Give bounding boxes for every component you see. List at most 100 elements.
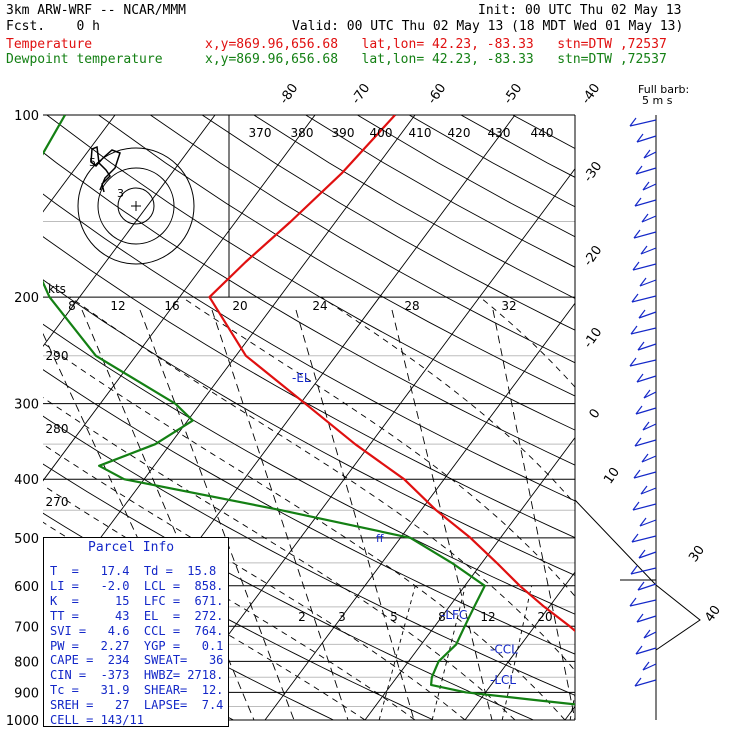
wind-barb-flag bbox=[632, 501, 640, 511]
dewpoint-legend: Dewpoint temperature bbox=[6, 52, 163, 67]
wind-barb-flag bbox=[642, 181, 650, 191]
isotherm-line bbox=[43, 115, 316, 482]
hodo-speed-unit: kts bbox=[48, 282, 66, 296]
wind-barb bbox=[637, 583, 657, 591]
dry-adiabat bbox=[46, 115, 575, 431]
valid-time: Valid: 00 UTC Thu 02 May 13 (18 MDT Wed … bbox=[292, 19, 684, 34]
wind-barb-flag bbox=[633, 229, 641, 239]
wind-barb-flag bbox=[637, 581, 645, 591]
wind-barb-flag bbox=[636, 373, 644, 383]
wind-barb-flag bbox=[635, 645, 643, 655]
temperature-profile bbox=[208, 115, 575, 633]
wind-barb bbox=[630, 327, 657, 335]
pressure-label: 1000 bbox=[6, 714, 39, 729]
mixing-ratio-line bbox=[378, 585, 416, 720]
parcel-info-row: LI = -2.0 LCL = 858. bbox=[50, 578, 224, 593]
isotherm-line bbox=[464, 571, 575, 720]
isotherm-label: 0 bbox=[587, 406, 604, 421]
wind-barb-flag bbox=[643, 389, 651, 399]
isotherm-line bbox=[164, 168, 575, 720]
wind-barb bbox=[630, 567, 657, 575]
right-panel bbox=[574, 115, 701, 720]
hodo-speed-line bbox=[295, 309, 415, 720]
theta-label: 380 bbox=[291, 126, 314, 140]
wind-barb-flag bbox=[633, 469, 641, 479]
isotherm-label: -40 bbox=[579, 81, 603, 107]
dry-adiabat bbox=[43, 369, 575, 655]
wind-barb bbox=[640, 487, 657, 495]
level-marker: -CCL bbox=[490, 642, 518, 656]
wind-barb bbox=[634, 199, 657, 207]
wind-barb bbox=[629, 119, 657, 127]
parcel-info-row: T = 17.4 Td = 15.8 bbox=[50, 564, 217, 578]
isotherm-label: -70 bbox=[349, 81, 373, 107]
isotherm-line bbox=[364, 436, 575, 720]
pressure-label: 700 bbox=[14, 620, 39, 635]
wind-barb bbox=[636, 135, 657, 143]
pressure-label: 100 bbox=[14, 109, 39, 124]
wind-barb bbox=[632, 263, 657, 271]
wind-barb bbox=[638, 311, 657, 319]
dry-adiabat bbox=[43, 151, 575, 466]
hodo-speed-line bbox=[139, 309, 295, 720]
theta-label: 420 bbox=[448, 126, 471, 140]
dry-adiabat bbox=[305, 115, 575, 268]
dry-adiabat bbox=[43, 236, 575, 539]
wind-barb bbox=[641, 455, 657, 463]
wind-barb bbox=[636, 615, 657, 623]
init-time: Init: 00 UTC Thu 02 May 13 bbox=[478, 3, 682, 18]
mixing-ratio-label: 2 bbox=[298, 610, 306, 624]
isotherm-label: 40 bbox=[702, 603, 724, 625]
isotherm-label: -10 bbox=[581, 325, 605, 351]
forecast-hour: Fcst. 0 h bbox=[6, 19, 100, 34]
wind-barb-flag bbox=[642, 421, 650, 431]
wind-barb-flag bbox=[632, 261, 640, 271]
isotherm-line bbox=[665, 115, 740, 720]
wind-barb bbox=[643, 631, 657, 639]
wind-barb bbox=[629, 359, 657, 367]
isotherm-line bbox=[43, 115, 216, 347]
mixing-ratio-label: 12 bbox=[480, 610, 495, 624]
wind-barb-unit-value: 5 m s bbox=[642, 94, 673, 107]
parcel-info-row: CAPE = 234 SWEAT= 36 bbox=[50, 653, 224, 668]
hodograph-ring-label: 5 bbox=[89, 156, 96, 169]
wind-barb bbox=[642, 423, 657, 431]
moist-adiabat bbox=[626, 297, 740, 720]
dry-adiabat bbox=[512, 115, 575, 150]
hodograph-ring bbox=[97, 167, 175, 245]
pressure-label: 500 bbox=[14, 532, 39, 547]
hodo-speed-tick: 8 bbox=[68, 299, 76, 313]
isotherm-line bbox=[0, 115, 15, 720]
wind-barb-flag bbox=[640, 485, 648, 495]
parcel-info-row: PW = 2.27 YGP = 0.1 bbox=[50, 638, 224, 653]
pressure-label: 200 bbox=[14, 291, 39, 306]
mixing-ratio-label: 5 bbox=[390, 610, 398, 624]
wind-barb bbox=[635, 647, 657, 655]
wind-barb-flag bbox=[631, 533, 639, 543]
isotherm-label: 10 bbox=[601, 465, 623, 487]
moist-adiabat bbox=[479, 296, 575, 388]
wind-barb-flag bbox=[629, 597, 637, 607]
temperature-legend: Temperature bbox=[6, 37, 93, 52]
theta-label: 370 bbox=[249, 126, 272, 140]
dry-adiabat bbox=[43, 323, 575, 615]
hodo-speed-tick: 28 bbox=[404, 299, 419, 313]
model-title: 3km ARW-WRF -- NCAR/MMM bbox=[6, 3, 187, 18]
wind-barb-flag bbox=[636, 613, 644, 623]
isotherm-label: -50 bbox=[501, 81, 525, 107]
wind-barb-flag bbox=[641, 453, 649, 463]
parcel-info-panel: Parcel Info T = 17.4 Td = 15.8 LI = -2.0 … bbox=[43, 537, 229, 727]
dry-adiabat bbox=[201, 115, 575, 331]
wind-barb-flag bbox=[638, 549, 646, 559]
dry-adiabat bbox=[150, 115, 575, 364]
wind-barb-flag bbox=[639, 277, 647, 287]
wind-barb bbox=[637, 343, 657, 351]
hodograph-trace bbox=[90, 145, 121, 193]
hodo-speed-line bbox=[43, 332, 223, 720]
wind-barb-flag bbox=[629, 357, 637, 367]
wind-barb bbox=[639, 519, 657, 527]
wind-barb-flag bbox=[638, 309, 646, 319]
wind-barb bbox=[635, 167, 657, 175]
wind-barb-flag bbox=[631, 293, 639, 303]
parcel-info-row: CIN = -373 HWBZ= 2718. bbox=[50, 668, 224, 683]
